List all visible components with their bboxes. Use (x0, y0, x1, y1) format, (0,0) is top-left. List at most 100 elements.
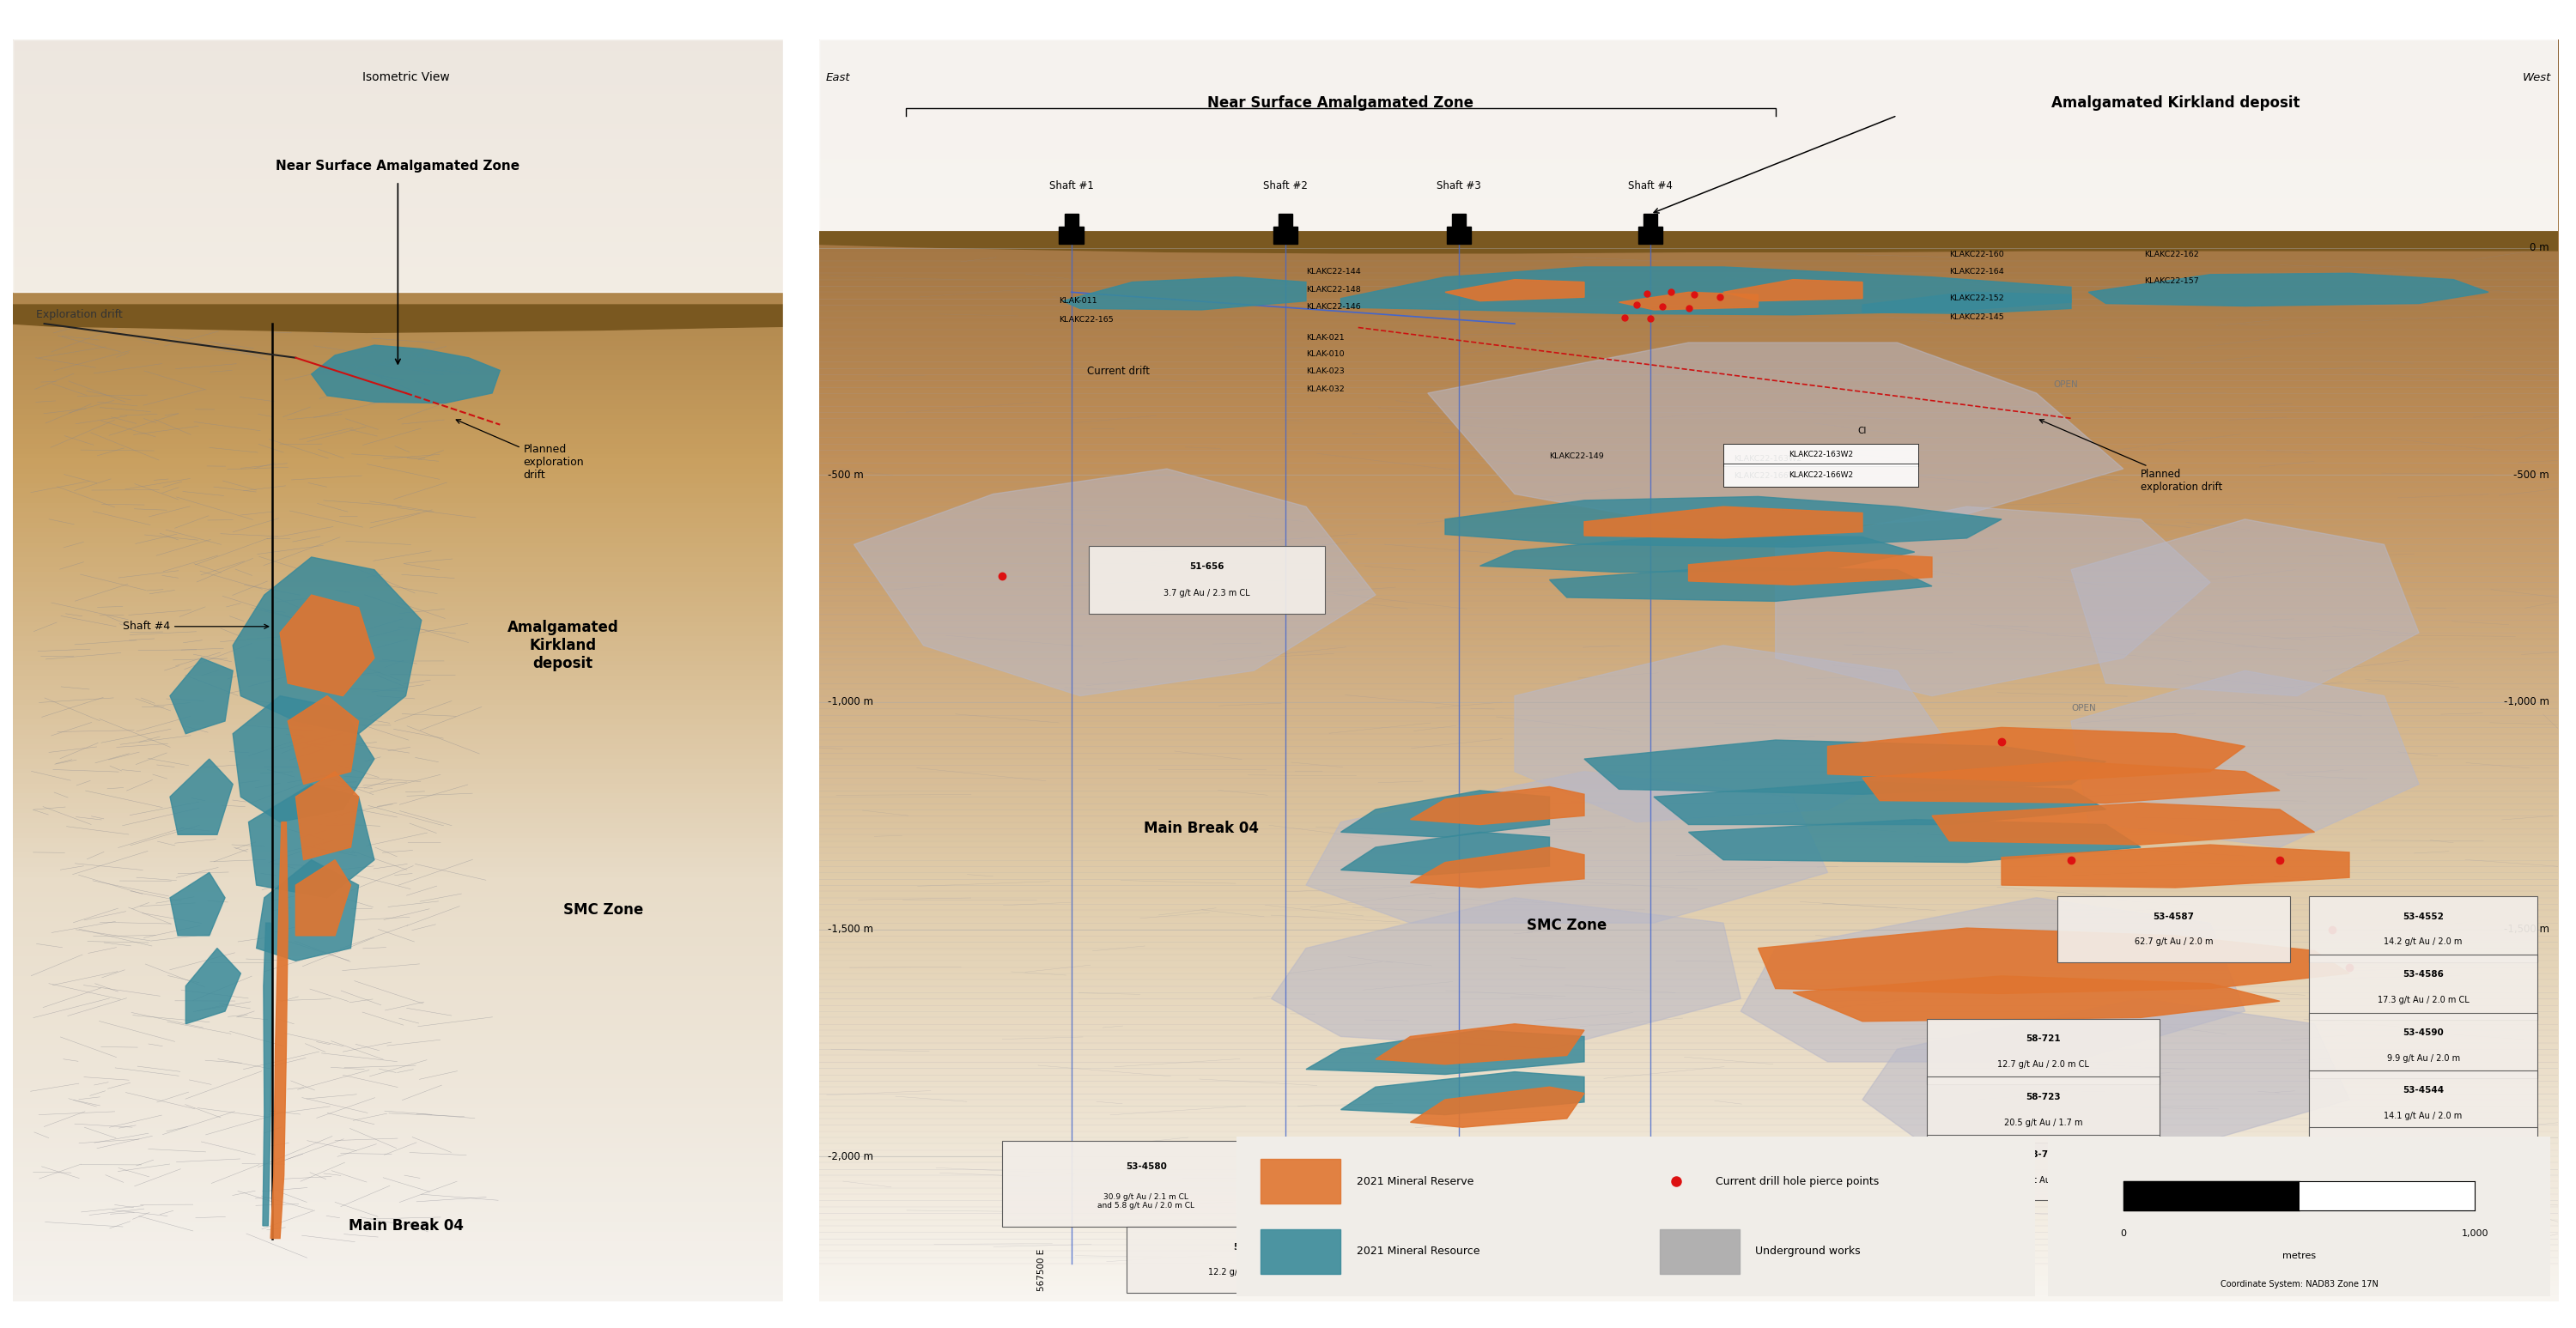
Text: -1,500 m: -1,500 m (827, 924, 873, 935)
Text: 17.3 g/t Au / 2.0 m CL: 17.3 g/t Au / 2.0 m CL (2378, 996, 2468, 1004)
Polygon shape (1862, 292, 2071, 313)
Bar (1638, 227, 1662, 244)
Text: SMC Zone: SMC Zone (1528, 918, 1607, 934)
Polygon shape (2089, 274, 2488, 305)
Polygon shape (1340, 1072, 1584, 1114)
Text: metres: metres (2282, 1251, 2316, 1260)
Polygon shape (1306, 1031, 1584, 1074)
Polygon shape (1412, 847, 1584, 887)
Polygon shape (170, 872, 224, 936)
Text: 53-4552: 53-4552 (2403, 912, 2445, 920)
Polygon shape (247, 784, 374, 898)
Text: Underground works: Underground works (1757, 1246, 1860, 1258)
Text: OPEN: OPEN (2053, 380, 2079, 389)
Text: Isometric View: Isometric View (363, 72, 448, 84)
Text: West: West (2522, 72, 2550, 84)
Text: KLAK-032: KLAK-032 (1306, 385, 1345, 393)
FancyBboxPatch shape (2308, 1012, 2537, 1078)
FancyBboxPatch shape (1927, 1019, 2159, 1085)
Text: KLAKC22-164: KLAKC22-164 (1950, 268, 2004, 276)
Text: 567500 E: 567500 E (1038, 1250, 1046, 1291)
Polygon shape (1340, 267, 2071, 315)
Polygon shape (258, 861, 358, 961)
Bar (1659, 1230, 1739, 1274)
Text: 58-723: 58-723 (2025, 1093, 2061, 1101)
Polygon shape (1445, 497, 2002, 547)
Text: Shaft #3: Shaft #3 (1437, 181, 1481, 191)
Bar (1064, 214, 1079, 227)
Polygon shape (170, 659, 232, 733)
Text: Shaft #4: Shaft #4 (1628, 181, 1672, 191)
Text: 62.7 g/t Au / 2.0 m: 62.7 g/t Au / 2.0 m (2136, 938, 2213, 947)
Text: 53-4586: 53-4586 (2403, 971, 2445, 979)
Bar (1278, 214, 1293, 227)
Polygon shape (1862, 761, 2280, 803)
Text: 51-656: 51-656 (1190, 562, 1224, 571)
Text: KLAK-010: KLAK-010 (1306, 351, 1345, 357)
Text: Main Break 04: Main Break 04 (1144, 821, 1260, 837)
Text: KLAKC22-166W2: KLAKC22-166W2 (1788, 471, 1852, 479)
Polygon shape (13, 304, 799, 332)
Bar (1453, 214, 1466, 227)
Text: 58-730: 58-730 (2025, 1150, 2061, 1159)
Polygon shape (1775, 507, 2210, 696)
Text: 3.7 g/t Au / 2.3 m CL: 3.7 g/t Au / 2.3 m CL (1164, 588, 1249, 598)
Polygon shape (1551, 567, 1932, 602)
Text: CI: CI (1857, 426, 1865, 436)
Text: 14.1 g/t Au / 2.0 m: 14.1 g/t Au / 2.0 m (2383, 1112, 2463, 1121)
Text: Shaft #1: Shaft #1 (1048, 181, 1095, 191)
FancyBboxPatch shape (2308, 955, 2537, 1020)
Text: 53-4590: 53-4590 (2403, 1028, 2445, 1037)
Polygon shape (2071, 671, 2419, 847)
Polygon shape (232, 696, 374, 822)
Text: Main Break 04: Main Break 04 (348, 1218, 464, 1234)
Bar (819, 40, 2558, 235)
Bar (1273, 227, 1298, 244)
Polygon shape (2002, 845, 2349, 887)
Polygon shape (853, 469, 1376, 696)
Text: 0 m: 0 m (2530, 243, 2550, 254)
Polygon shape (1427, 343, 2123, 533)
Text: 53-4580: 53-4580 (1126, 1162, 1167, 1171)
Text: KLAKC22-160: KLAKC22-160 (1950, 251, 2004, 258)
Text: Amalgamated
Kirkland
deposit: Amalgamated Kirkland deposit (507, 620, 618, 671)
Polygon shape (312, 345, 500, 404)
Bar (1448, 227, 1471, 244)
Polygon shape (1306, 772, 1829, 923)
Polygon shape (1654, 782, 2107, 825)
Text: 12.2 g/t Au / 2.0 m CL: 12.2 g/t Au / 2.0 m CL (1208, 1268, 1301, 1276)
FancyBboxPatch shape (1126, 1227, 1381, 1292)
Bar (2298, 1182, 2476, 1210)
Polygon shape (281, 595, 374, 696)
FancyBboxPatch shape (1002, 1141, 1291, 1227)
FancyBboxPatch shape (2308, 1127, 2537, 1211)
Polygon shape (1620, 292, 1759, 309)
Polygon shape (2071, 519, 2419, 696)
Text: KLAKC22-144: KLAKC22-144 (1306, 268, 1360, 276)
Text: -2,000 m: -2,000 m (2504, 1151, 2550, 1162)
Text: KLAKC22-163W2: KLAKC22-163W2 (1734, 454, 1801, 462)
Polygon shape (1340, 790, 1551, 837)
Polygon shape (296, 861, 350, 936)
Text: Coordinate System: NAD83 Zone 17N: Coordinate System: NAD83 Zone 17N (2221, 1280, 2378, 1288)
Text: KLAKC22-148: KLAKC22-148 (1306, 286, 1360, 293)
Text: 9.9 g/t Au / 2.0 m: 9.9 g/t Au / 2.0 m (2388, 1054, 2460, 1062)
FancyBboxPatch shape (1723, 444, 1919, 466)
Bar (1260, 1159, 1340, 1203)
Text: 17.5 g/t Au / 2.0 m: 17.5 g/t Au / 2.0 m (2004, 1177, 2081, 1185)
Polygon shape (1445, 279, 1584, 301)
Text: -1,000 m: -1,000 m (827, 697, 873, 708)
Text: 47.3 g/t Au / 2.0 m
41.8 g/t Au / 2.0 m: 47.3 g/t Au / 2.0 m 41.8 g/t Au / 2.0 m (2388, 1178, 2460, 1194)
Polygon shape (170, 760, 232, 835)
Text: Near Surface Amalgamated Zone: Near Surface Amalgamated Zone (1208, 96, 1473, 110)
Text: 53-4581: 53-4581 (2403, 1147, 2445, 1157)
Polygon shape (1376, 1024, 1584, 1064)
Polygon shape (1690, 819, 2141, 862)
Text: -2,000 m: -2,000 m (827, 1151, 873, 1162)
Text: 53-4578: 53-4578 (1234, 1243, 1275, 1251)
Polygon shape (1412, 1086, 1584, 1127)
Polygon shape (1412, 786, 1584, 825)
Polygon shape (296, 772, 358, 861)
Text: KLAKC22-166W2: KLAKC22-166W2 (1734, 473, 1801, 481)
Text: KLAK-021: KLAK-021 (1306, 333, 1345, 341)
